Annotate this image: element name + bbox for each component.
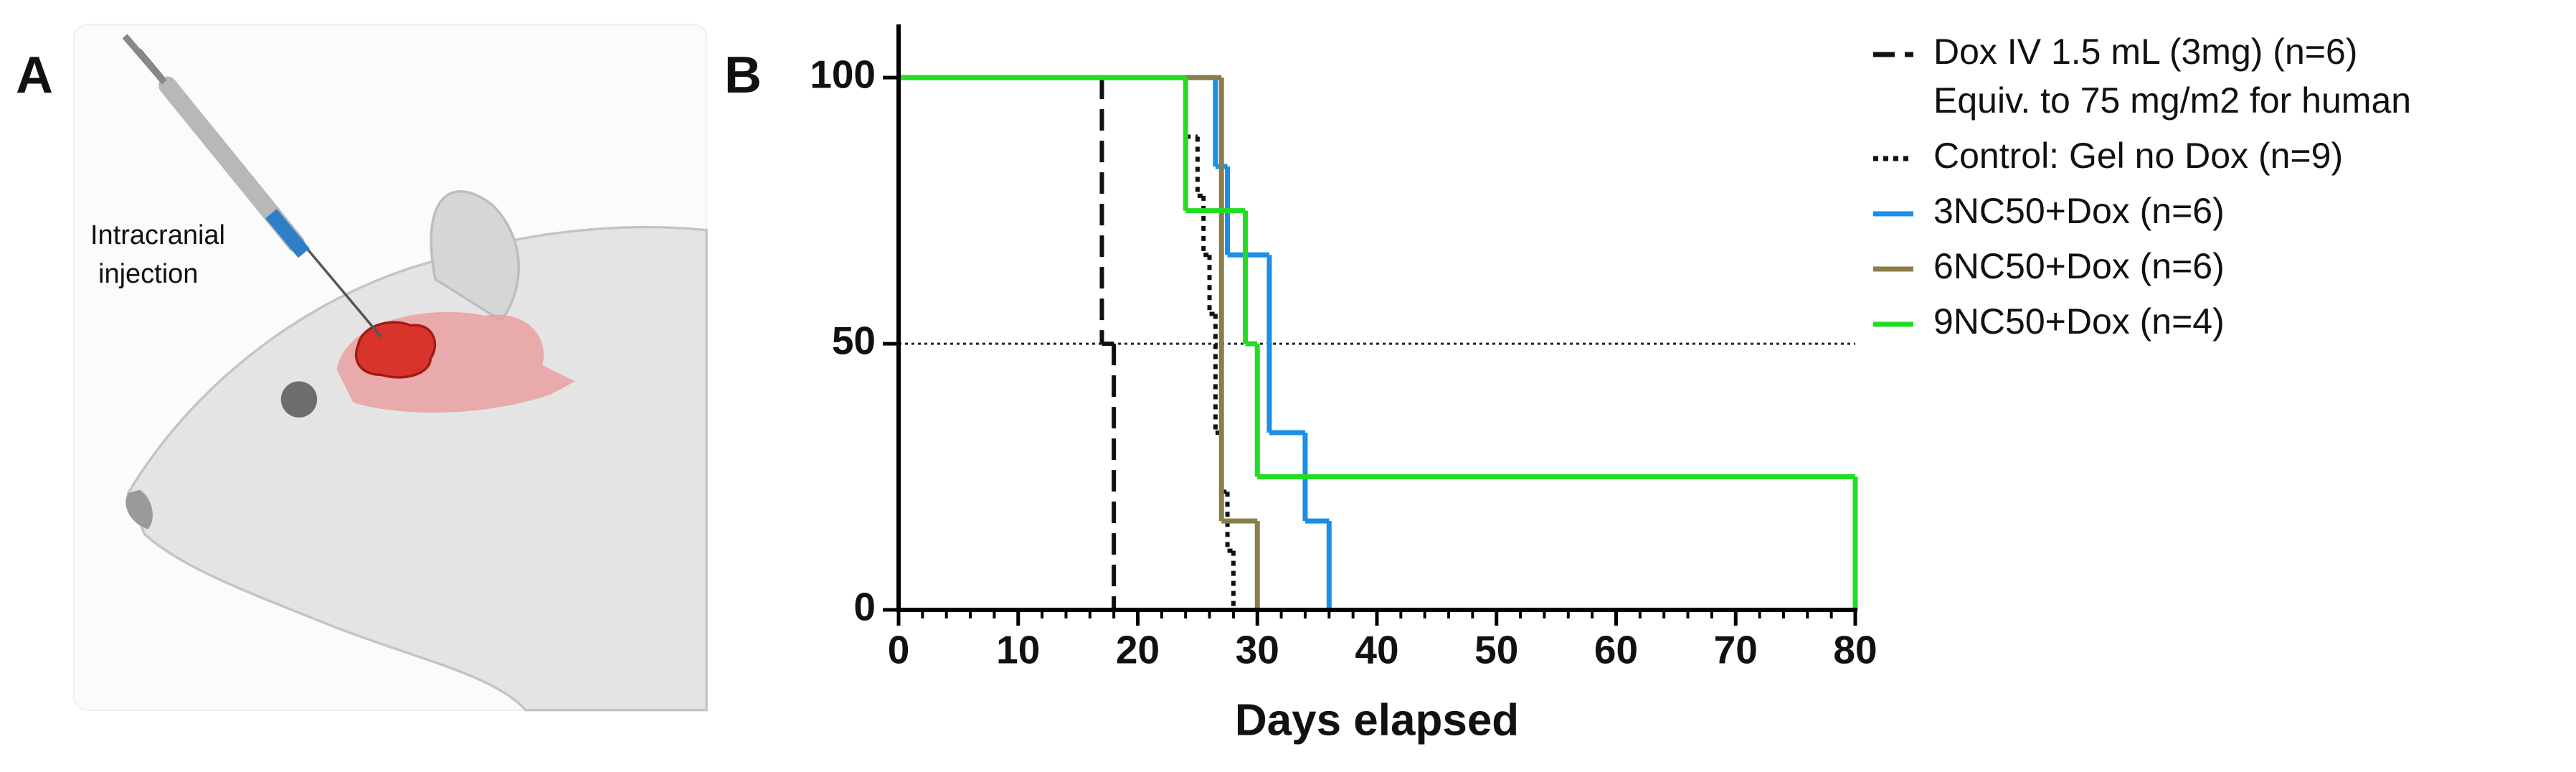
syringe-plunger xyxy=(122,34,167,85)
mouse-head xyxy=(126,225,708,712)
x-axis-title: Days elapsed xyxy=(1235,695,1519,745)
x-tick-label: 80 xyxy=(1833,628,1877,672)
panel-label: B xyxy=(724,47,762,104)
survival-step xyxy=(1195,136,1204,198)
survival-step xyxy=(1201,195,1210,258)
survival-step xyxy=(1218,77,1258,524)
mouse-eye xyxy=(280,381,318,418)
legend-label: Dox IV 1.5 mL (3mg) (n=6) xyxy=(1933,32,2357,72)
survival-step xyxy=(1266,255,1305,436)
legend-label: Control: Gel no Dox (n=9) xyxy=(1933,136,2343,176)
mouse-nose xyxy=(126,489,153,529)
illustration-label: Intracranial xyxy=(90,220,225,250)
x-tick-label: 60 xyxy=(1594,628,1638,672)
survival-step xyxy=(1254,344,1855,480)
x-tick-label: 0 xyxy=(888,628,910,672)
y-tick-label: 50 xyxy=(832,319,876,363)
x-tick-label: 10 xyxy=(996,628,1040,672)
legend-label: 3NC50+Dox (n=6) xyxy=(1933,191,2225,231)
x-tick-label: 30 xyxy=(1236,628,1279,672)
tumor xyxy=(354,321,437,379)
y-tick-label: 0 xyxy=(853,585,876,629)
survival-step xyxy=(1225,491,1233,553)
survival-step xyxy=(1243,210,1258,347)
legend-label: 9NC50+Dox (n=4) xyxy=(1933,301,2225,342)
syringe-fluid xyxy=(265,209,310,258)
x-tick-label: 70 xyxy=(1714,628,1758,672)
illustration-label: injection xyxy=(98,259,198,289)
survival-step xyxy=(1207,255,1216,316)
survival-step xyxy=(1183,77,1246,214)
x-tick-label: 50 xyxy=(1474,628,1518,672)
mouse-illustration xyxy=(72,24,708,712)
survival-step xyxy=(1099,77,1114,347)
x-tick-label: 20 xyxy=(1116,628,1160,672)
y-tick-label: 100 xyxy=(810,52,876,97)
mouse-ear xyxy=(430,190,520,323)
x-tick-label: 40 xyxy=(1355,628,1398,672)
legend-note: Equiv. to 75 mg/m2 for human xyxy=(1933,80,2411,121)
panel-label: A xyxy=(16,47,53,104)
legend-label: 6NC50+Dox (n=6) xyxy=(1933,246,2225,286)
